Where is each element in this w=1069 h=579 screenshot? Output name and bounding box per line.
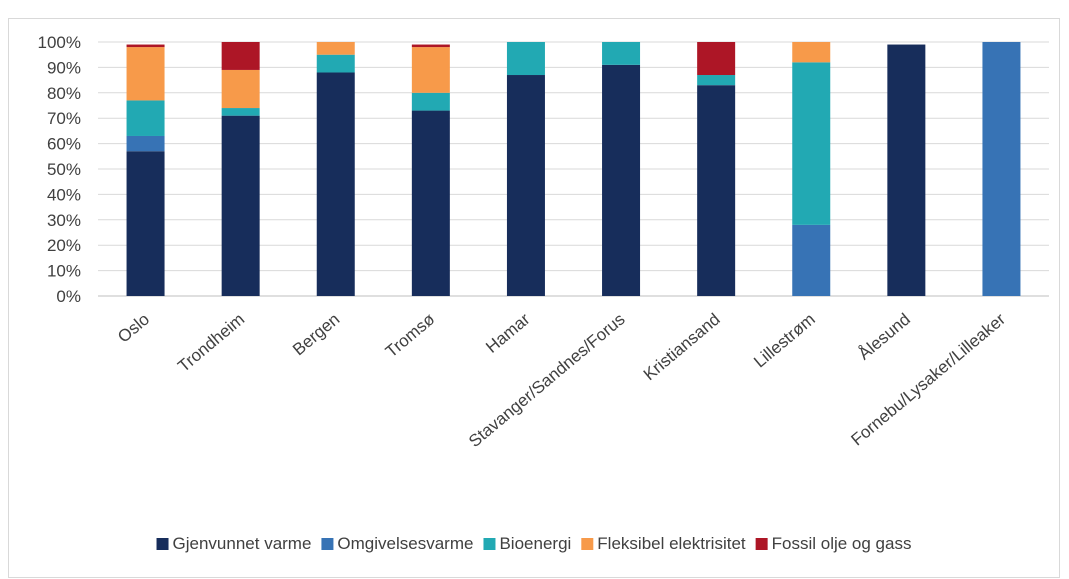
bar-segment <box>221 115 260 296</box>
legend-swatch <box>755 538 768 550</box>
bar-segment <box>792 224 831 296</box>
x-tick-label: Lillestrøm <box>750 310 819 372</box>
bar-segment <box>126 44 165 48</box>
bar-segment <box>887 44 926 296</box>
bar-segment <box>316 54 355 73</box>
bar-segment <box>697 85 736 297</box>
bar-segment <box>792 62 831 225</box>
y-tick-label: 70% <box>47 109 81 128</box>
legend-label: Omgivelsesvarme <box>337 534 473 553</box>
x-tick-label: Kristiansand <box>640 310 724 385</box>
bar-segment <box>602 42 641 65</box>
bar-segment <box>126 47 165 101</box>
bar-segment <box>697 42 736 76</box>
bar-segment <box>697 75 736 86</box>
y-tick-label: 100% <box>38 33 81 52</box>
bar-segment <box>316 72 355 296</box>
legend-item: Bioenergi <box>483 534 571 553</box>
y-tick-label: 30% <box>47 211 81 230</box>
bar-segment <box>411 92 450 111</box>
stacked-bar-chart: 0% 10% 20% 30% 40% 50% 60% 70% 80% 90% 100% Oslo Tro… <box>38 33 1049 553</box>
legend-swatch <box>156 538 169 550</box>
cropped-header <box>0 0 1069 16</box>
y-tick-label: 90% <box>47 58 81 77</box>
legend-item: Fossil olje og gass <box>755 534 912 553</box>
bar-segment <box>411 110 450 296</box>
bar-segment <box>126 100 165 136</box>
chart-frame: 0% 10% 20% 30% 40% 50% 60% 70% 80% 90% 100% Oslo Tro… <box>8 18 1060 578</box>
x-tick-label: Trondheim <box>174 310 248 376</box>
legend-swatch <box>483 538 496 550</box>
bar-segment <box>221 108 260 116</box>
bar-segment <box>126 151 165 296</box>
y-tick-label: 0% <box>56 287 81 306</box>
x-tick-label: Bergen <box>289 310 343 360</box>
legend-item: Fleksibel elektrisitet <box>581 534 746 553</box>
bar-segment <box>221 42 260 70</box>
legend-item: Gjenvunnet varme <box>156 534 312 553</box>
y-tick-label: 60% <box>47 135 81 154</box>
x-tick-label: Ålesund <box>855 310 914 364</box>
y-tick-label: 20% <box>47 236 81 255</box>
legend-swatch <box>581 538 594 550</box>
bar-segment <box>411 44 450 48</box>
y-tick-label: 40% <box>47 185 81 204</box>
x-tick-label: Stavanger/Sandnes/Forus <box>465 310 629 452</box>
bar-segment <box>411 47 450 93</box>
legend-label: Fossil olje og gass <box>772 534 912 553</box>
legend-label: Gjenvunnet varme <box>173 534 312 553</box>
bar-segment <box>982 42 1021 296</box>
x-tick-label: Hamar <box>482 309 534 357</box>
legend-label: Bioenergi <box>499 534 571 553</box>
x-tick-label: Tromsø <box>382 310 439 362</box>
y-tick-label: 80% <box>47 84 81 103</box>
y-tick-label: 10% <box>47 262 81 281</box>
legend-label: Fleksibel elektrisitet <box>597 534 746 553</box>
bar-segment <box>221 69 260 109</box>
legend-item: Omgivelsesvarme <box>321 534 473 553</box>
y-tick-label: 50% <box>47 160 81 179</box>
bar-segment <box>792 42 831 63</box>
bar-segment <box>316 42 355 55</box>
bar-segment <box>506 42 545 76</box>
bar-segment <box>126 135 165 152</box>
bar-segment <box>506 75 545 296</box>
legend-swatch <box>321 538 334 550</box>
bar-segment <box>602 64 641 296</box>
x-tick-label: Fornebu/Lysaker/Lilleaker <box>847 309 1009 449</box>
x-tick-label: Oslo <box>114 310 153 347</box>
